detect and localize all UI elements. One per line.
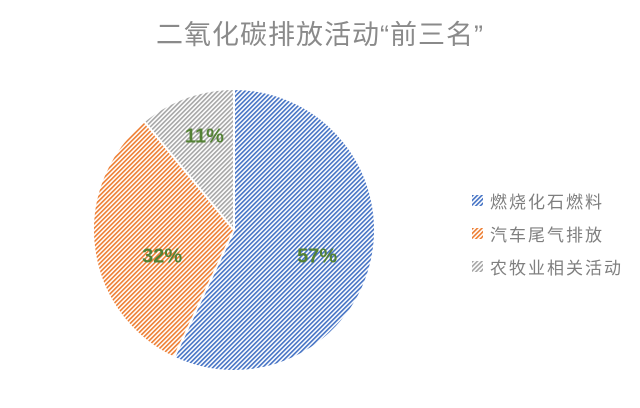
pie-data-label-3: 11%	[185, 126, 224, 148]
legend-label: 汽车尾气排放	[490, 226, 604, 245]
legend-swatch-orange-hatch-icon	[472, 228, 483, 239]
pie-data-label-1: 57%	[297, 245, 337, 267]
chart-title: 二氧化碳排放活动“前三名”	[156, 20, 484, 50]
legend-swatch-gray-hatch-icon	[472, 261, 483, 272]
chart-legend: 燃烧化石燃料 汽车尾气排放 农牧业相关活动	[472, 184, 623, 283]
pie-data-label-2: 32%	[142, 245, 182, 267]
pie-slice-2	[92, 120, 235, 359]
pie-slice-1	[172, 88, 376, 372]
legend-item-fossil-fuels: 燃烧化石燃料	[472, 184, 623, 217]
legend-item-car-exhaust: 汽车尾气排放	[472, 217, 623, 250]
legend-label: 农牧业相关活动	[490, 259, 623, 278]
legend-label: 燃烧化石燃料	[490, 193, 604, 212]
pie-slice-3	[143, 88, 235, 231]
legend-item-agriculture: 农牧业相关活动	[472, 250, 623, 283]
legend-swatch-blue-hatch-icon	[472, 195, 483, 206]
